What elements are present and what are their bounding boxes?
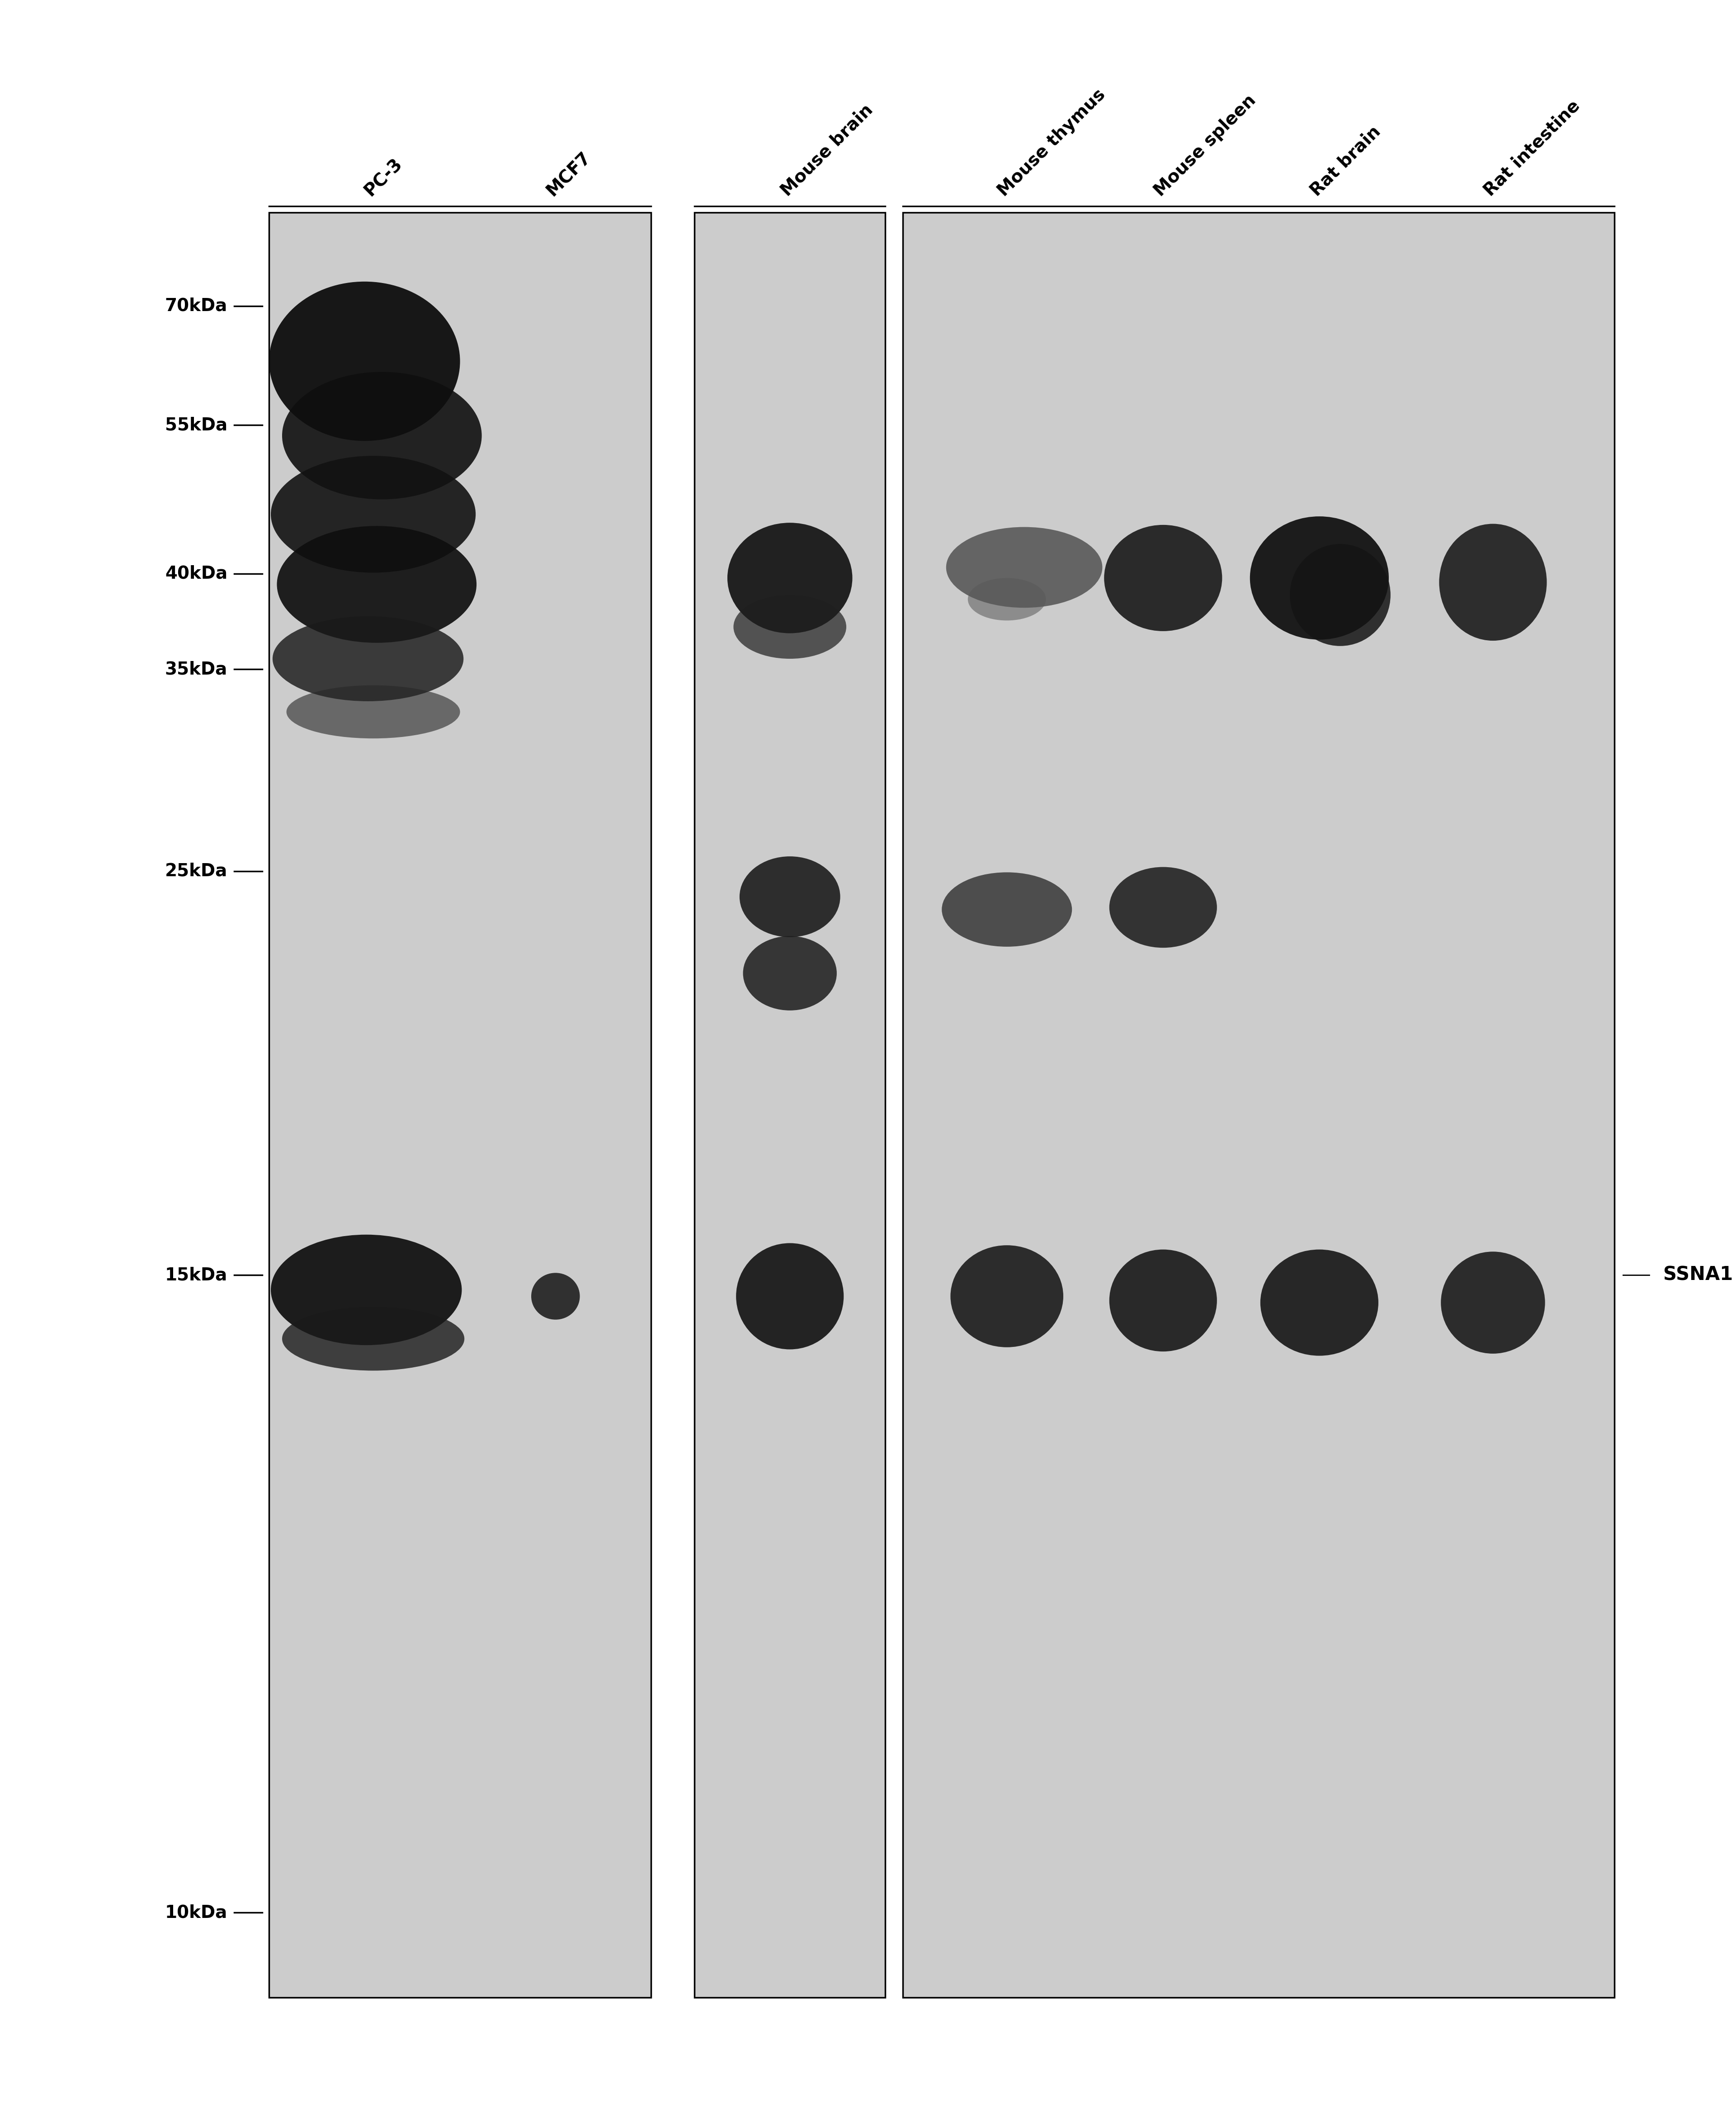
Text: MCF7: MCF7 — [543, 149, 594, 200]
Ellipse shape — [281, 372, 481, 499]
Ellipse shape — [1104, 525, 1222, 631]
Ellipse shape — [1109, 1250, 1217, 1352]
Text: 35kDa: 35kDa — [165, 661, 227, 678]
Bar — [903, 212, 1614, 1998]
Ellipse shape — [740, 856, 840, 937]
Text: SSNA1: SSNA1 — [1663, 1266, 1733, 1284]
Ellipse shape — [733, 595, 847, 659]
Bar — [269, 212, 651, 1998]
Ellipse shape — [1290, 544, 1391, 646]
Ellipse shape — [950, 1245, 1062, 1347]
Ellipse shape — [736, 1243, 844, 1349]
Text: Rat brain: Rat brain — [1307, 123, 1384, 200]
Text: Mouse brain: Mouse brain — [778, 102, 877, 200]
Ellipse shape — [1109, 867, 1217, 948]
Ellipse shape — [727, 523, 852, 633]
Ellipse shape — [271, 455, 476, 574]
Ellipse shape — [1260, 1250, 1378, 1356]
Text: Mouse spleen: Mouse spleen — [1151, 91, 1259, 200]
Text: 40kDa: 40kDa — [165, 565, 227, 582]
Ellipse shape — [967, 578, 1045, 620]
Ellipse shape — [1441, 1252, 1545, 1354]
Text: 55kDa: 55kDa — [165, 417, 227, 434]
Ellipse shape — [278, 527, 476, 642]
Ellipse shape — [1250, 516, 1389, 640]
Text: 10kDa: 10kDa — [165, 1904, 227, 1921]
Ellipse shape — [946, 527, 1102, 608]
Ellipse shape — [286, 684, 460, 740]
Bar — [269, 212, 651, 1998]
Text: Mouse thymus: Mouse thymus — [995, 85, 1109, 200]
Ellipse shape — [273, 616, 464, 701]
Text: Rat intestine: Rat intestine — [1481, 98, 1583, 200]
Bar — [694, 212, 885, 1998]
Ellipse shape — [269, 283, 460, 442]
Text: 15kDa: 15kDa — [165, 1266, 227, 1284]
Bar — [694, 212, 885, 1998]
Ellipse shape — [743, 935, 837, 1012]
Text: PC-3: PC-3 — [361, 155, 406, 200]
Ellipse shape — [531, 1273, 580, 1320]
Ellipse shape — [1439, 523, 1547, 642]
Text: 70kDa: 70kDa — [165, 298, 227, 314]
Ellipse shape — [941, 873, 1071, 948]
Bar — [903, 212, 1614, 1998]
Text: 25kDa: 25kDa — [165, 863, 227, 880]
Ellipse shape — [281, 1307, 465, 1371]
Ellipse shape — [271, 1235, 462, 1345]
